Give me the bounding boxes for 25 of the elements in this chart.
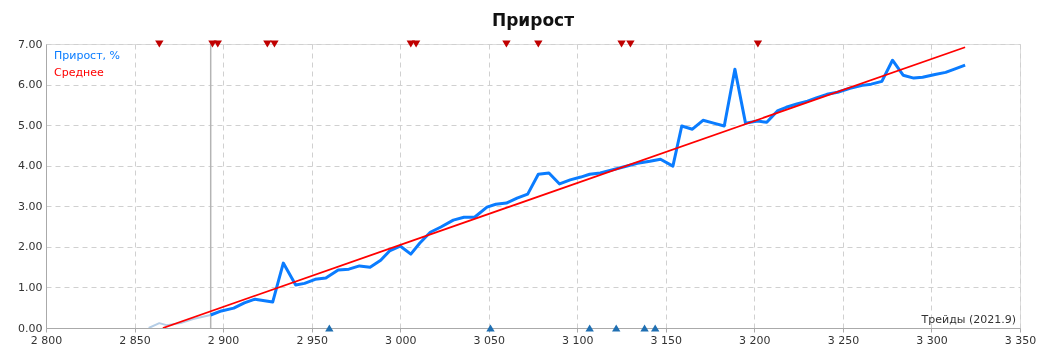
x-tick-label: 3 150 — [650, 333, 683, 347]
y-tick-label: 7.00 — [18, 37, 43, 51]
y-tick-label: 6.00 — [18, 78, 43, 92]
x-tick-label: 2 800 — [30, 333, 63, 347]
x-tick-label: 3 050 — [473, 333, 505, 347]
x-axis-title: Трейды (2021.9) — [920, 313, 1016, 326]
x-tick-label: 2 900 — [207, 333, 240, 347]
x-tick-label: 3 250 — [827, 333, 860, 347]
y-tick-label: 5.00 — [18, 118, 43, 132]
y-tick-label: 0.00 — [18, 321, 43, 335]
x-tick-label: 3 100 — [562, 333, 594, 347]
x-tick-label: 2 950 — [296, 333, 328, 347]
y-tick-label: 2.00 — [18, 240, 43, 254]
line-series — [147, 314, 212, 328]
y-tick-label: 4.00 — [18, 159, 43, 173]
chart-title: Прирост — [491, 10, 575, 30]
y-tick-label: 1.00 — [18, 280, 43, 294]
x-tick-label: 3 000 — [384, 333, 417, 347]
y-tick-label: 3.00 — [18, 199, 43, 213]
x-tick-label: 3 350 — [1004, 333, 1037, 347]
text: Среднее — [54, 66, 104, 79]
x-tick-label: 3 300 — [916, 333, 948, 347]
text: Прирост, % — [54, 49, 121, 62]
x-tick-label: 3 200 — [739, 333, 771, 347]
x-tick-label: 2 850 — [119, 333, 151, 347]
